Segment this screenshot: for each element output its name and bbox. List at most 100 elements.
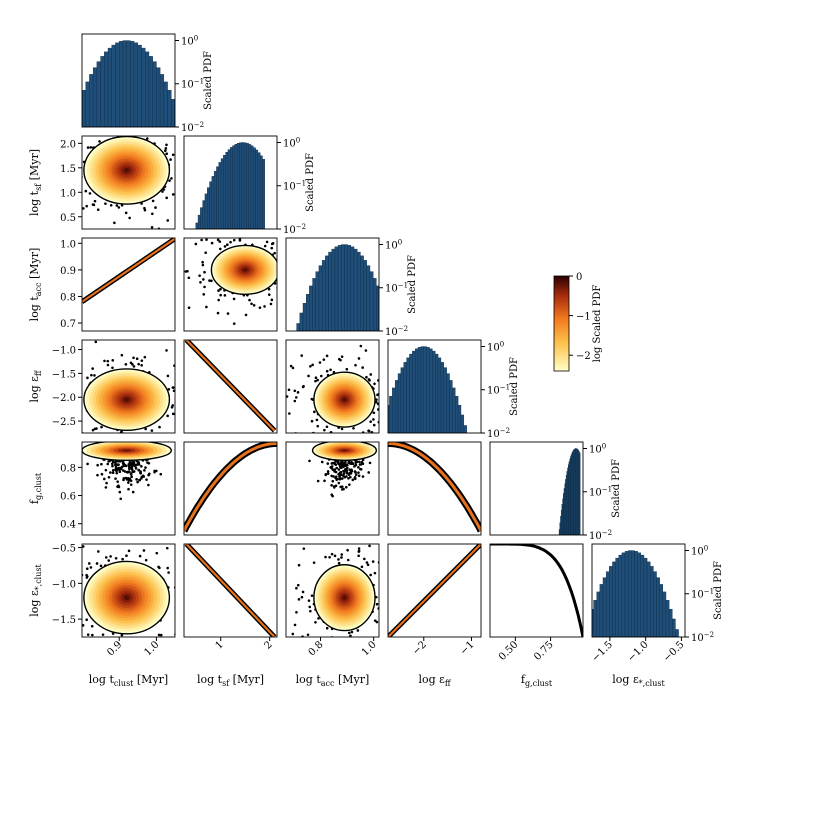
- scatter-point: [143, 206, 146, 210]
- scatter-point: [217, 289, 220, 292]
- histogram-bar: [344, 244, 348, 331]
- histogram-bar: [672, 618, 676, 637]
- scatter-point: [217, 298, 220, 302]
- scatter-point: [382, 634, 385, 637]
- scatter-point: [295, 264, 298, 267]
- scatter-point: [199, 595, 202, 598]
- histogram-bar: [321, 260, 326, 331]
- scatter-point: [87, 442, 90, 445]
- scatter-point: [232, 297, 236, 301]
- scatter-point: [154, 206, 157, 209]
- panel-tacc-vs-tclust: 1.0 0.9 0.8 0.7 log tacc [Myr]: [28, 237, 176, 332]
- scatter-point: [91, 633, 94, 637]
- histogram-bar: [384, 415, 387, 433]
- scatter-point: [231, 233, 234, 236]
- pdf-tick: 10−2: [487, 427, 510, 440]
- x-tick-label: 2: [262, 639, 274, 651]
- y-tick-label: −1.0: [52, 579, 76, 590]
- x-tick-label: −1: [458, 639, 476, 657]
- density-band: [185, 544, 276, 637]
- histogram-bar: [262, 158, 265, 229]
- histogram-tclust: 100 10−1 10−2 Scaled PDF: [81, 33, 214, 134]
- scatter-point: [153, 470, 156, 474]
- histogram-bar: [239, 142, 242, 229]
- scatter-point: [83, 638, 86, 641]
- scatter-point: [185, 628, 188, 631]
- scatter-point: [66, 451, 69, 454]
- histogram-bar: [426, 347, 430, 433]
- scaled-pdf-label: Scaled PDF: [509, 357, 520, 416]
- scatter-point: [78, 640, 81, 643]
- scatter-point: [54, 171, 57, 174]
- scatter-point: [377, 538, 380, 541]
- histogram-bar: [446, 373, 450, 433]
- pdf-tick: 100: [283, 136, 300, 149]
- scatter-point: [111, 460, 115, 464]
- scatter-point: [320, 460, 324, 464]
- scatter-point: [375, 602, 379, 606]
- scatter-point: [335, 466, 339, 470]
- scatter-point: [200, 238, 203, 242]
- histogram-bar: [412, 350, 416, 433]
- scatter-point: [302, 384, 305, 388]
- scatter-point: [106, 359, 110, 363]
- scatter-point: [177, 383, 180, 386]
- scatter-point: [78, 605, 81, 608]
- x-tick-label: 1.0: [142, 639, 161, 658]
- scatter-point: [391, 647, 394, 650]
- scatter-point: [353, 476, 357, 479]
- scatter-point: [110, 639, 113, 642]
- scatter-point: [377, 379, 379, 382]
- scatter-point: [96, 208, 100, 211]
- scatter-point: [376, 402, 379, 406]
- scatter-point: [226, 312, 230, 315]
- scatter-point: [309, 609, 312, 613]
- scatter-point: [86, 376, 89, 380]
- scatter-point: [125, 554, 128, 558]
- histogram-bar: [414, 348, 419, 433]
- histogram-bar: [305, 293, 310, 331]
- histogram-bar: [381, 425, 384, 433]
- histogram-bar: [241, 142, 245, 229]
- scatter-point: [120, 465, 124, 469]
- x-tick-label: 0.50: [497, 639, 521, 663]
- scatter-point: [289, 364, 293, 368]
- scatter-point: [269, 302, 273, 306]
- scatter-point: [178, 392, 181, 395]
- scatter-point: [328, 555, 331, 559]
- histogram-bar: [443, 367, 447, 433]
- scatter-point: [86, 146, 90, 149]
- scatter-point: [46, 424, 49, 427]
- scatter-point: [312, 561, 316, 564]
- density-band: [185, 340, 276, 432]
- scatter-point: [337, 558, 340, 561]
- pdf-tick: 100: [691, 544, 708, 557]
- scatter-point: [263, 244, 267, 248]
- scatter-point: [131, 363, 134, 366]
- pdf-tick: 10−1: [691, 588, 714, 601]
- scatter-point: [142, 549, 146, 552]
- panel-eff-vs-tsf: [183, 339, 278, 434]
- scatter-point: [168, 179, 171, 182]
- scatter-point: [139, 470, 142, 473]
- colorbar-label: log Scaled PDF: [592, 285, 603, 363]
- scatter-point: [205, 305, 208, 309]
- scatter-point: [79, 369, 82, 372]
- scatter-point: [147, 461, 151, 465]
- scatter-point: [383, 387, 386, 390]
- scatter-point: [334, 476, 337, 480]
- histogram-bar: [455, 395, 459, 433]
- scatter-point: [386, 655, 389, 658]
- histogram-bar: [640, 554, 645, 637]
- scatter-point: [100, 462, 103, 466]
- scatter-point: [325, 354, 329, 358]
- scatter-point: [400, 608, 403, 611]
- scatter-point: [267, 293, 271, 296]
- scatter-point: [77, 162, 80, 165]
- scatter-point: [258, 638, 261, 641]
- scatter-point: [358, 463, 362, 466]
- histogram-bar: [417, 347, 422, 433]
- scatter-point: [338, 474, 341, 478]
- scatter-point: [140, 363, 143, 367]
- scatter-point: [190, 181, 193, 184]
